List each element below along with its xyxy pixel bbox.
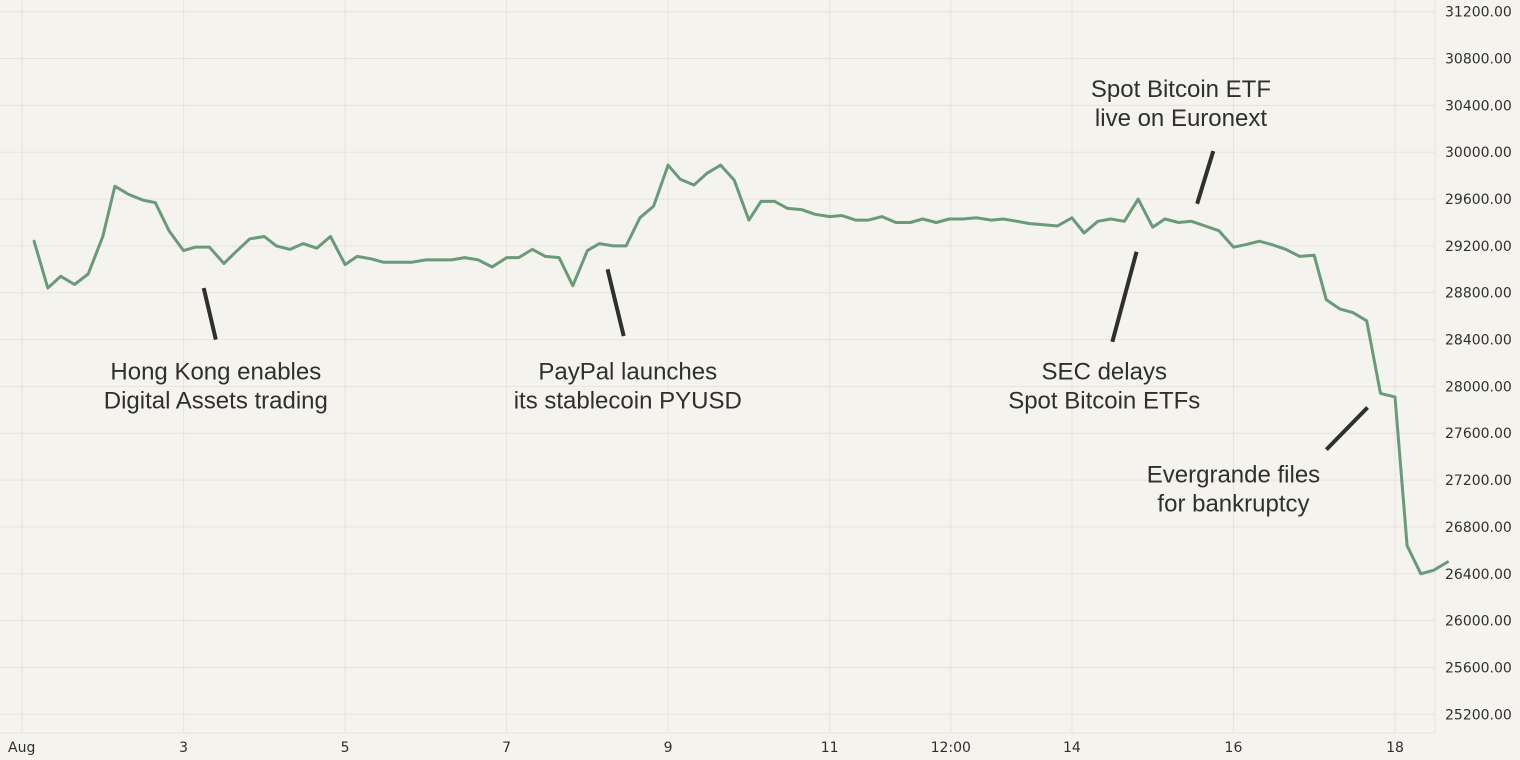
x-tick-label: 12:00: [931, 740, 971, 756]
annotation-text: Spot Bitcoin ETF: [1091, 76, 1271, 103]
y-tick-label: 26800.00: [1445, 520, 1512, 536]
annotation-text: Spot Bitcoin ETFs: [1008, 387, 1200, 414]
y-tick-label: 30400.00: [1445, 98, 1512, 114]
y-tick-label: 27200.00: [1445, 473, 1512, 489]
y-tick-label: 30000.00: [1445, 145, 1512, 161]
y-tick-label: 29600.00: [1445, 192, 1512, 208]
x-tick-label: 11: [821, 740, 839, 756]
annotation-leader-line: [1324, 406, 1369, 452]
x-tick-label: Aug: [8, 740, 35, 756]
y-tick-label: 30800.00: [1445, 52, 1512, 68]
annotation-text: Digital Assets trading: [104, 387, 328, 414]
annotation-leader-line: [1110, 251, 1139, 343]
y-tick-label: 31200.00: [1445, 5, 1512, 21]
annotation-text: live on Euronext: [1095, 105, 1267, 132]
x-tick-label: 3: [179, 740, 188, 756]
annotation-text: Evergrande files: [1147, 461, 1320, 488]
x-tick-label: 7: [502, 740, 511, 756]
y-tick-label: 29200.00: [1445, 239, 1512, 255]
y-tick-label: 26000.00: [1445, 614, 1512, 630]
y-tick-label: 28800.00: [1445, 286, 1512, 302]
grid: [0, 0, 1436, 734]
annotation-leader-line: [1195, 150, 1216, 205]
y-axis: 31200.00 30800.00 30400.00 30000.00 29600.00…: [1445, 5, 1512, 724]
y-tick-label: 25600.00: [1445, 660, 1512, 676]
annotation-text: SEC delays: [1042, 358, 1167, 385]
y-tick-label: 28000.00: [1445, 379, 1512, 395]
series: [32, 163, 1449, 576]
annotation-text: its stablecoin PYUSD: [514, 387, 742, 414]
annotation-text: for bankruptcy: [1157, 490, 1309, 517]
x-tick-label: 16: [1225, 740, 1243, 756]
annotation-text: PayPal launches: [538, 358, 717, 385]
x-axis: Aug 3 5 7 9 11 12:00 14 16 18: [8, 740, 1404, 756]
annotation-leader-line: [201, 287, 218, 341]
x-tick-label: 5: [341, 740, 350, 756]
price-series-line: [32, 163, 1449, 576]
x-tick-label: 18: [1386, 740, 1404, 756]
x-tick-label: 9: [664, 740, 673, 756]
annotation-leader-line: [605, 268, 626, 337]
y-tick-label: 27600.00: [1445, 426, 1512, 442]
y-tick-label: 25200.00: [1445, 707, 1512, 723]
y-tick-label: 28400.00: [1445, 333, 1512, 349]
annotation-text: Hong Kong enables: [110, 358, 321, 385]
x-tick-label: 14: [1063, 740, 1081, 756]
y-tick-label: 26400.00: [1445, 567, 1512, 583]
